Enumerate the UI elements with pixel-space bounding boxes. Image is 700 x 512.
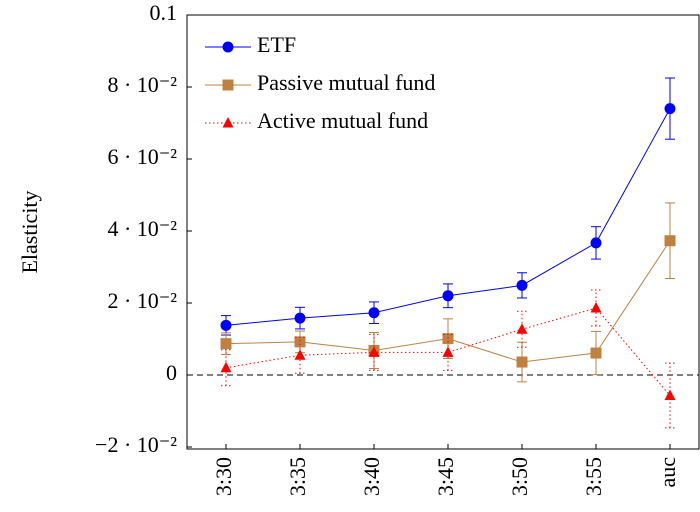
y-tick-label: 0.1 <box>150 0 178 25</box>
point <box>590 237 602 249</box>
error-bar <box>369 333 379 371</box>
point <box>442 290 454 302</box>
x-tick-label: 3:45 <box>433 457 458 496</box>
error-bar <box>221 349 231 387</box>
error-bar <box>295 336 305 374</box>
y-tick-label: −2 · 10⁻² <box>95 432 177 457</box>
x-tick-label: auc <box>655 457 680 488</box>
point <box>368 346 380 357</box>
y-tick-label: 6 · 10⁻² <box>107 144 177 169</box>
point <box>220 319 232 331</box>
error-bar <box>591 289 601 327</box>
error-bar <box>443 333 453 371</box>
legend-entry: ETF <box>205 32 296 57</box>
series <box>220 77 676 336</box>
point <box>590 302 602 313</box>
point <box>516 279 528 291</box>
point <box>664 103 676 115</box>
legend-label: ETF <box>257 32 296 57</box>
point <box>294 336 306 348</box>
point <box>222 79 234 91</box>
x-tick-label: 3:40 <box>359 457 384 496</box>
legend-entry: Active mutual fund <box>205 108 428 133</box>
point <box>222 117 234 128</box>
point <box>664 389 676 401</box>
point <box>442 333 454 345</box>
point <box>220 338 232 350</box>
y-tick-label: 4 · 10⁻² <box>107 216 177 241</box>
legend-label: Passive mutual fund <box>257 70 435 95</box>
point <box>664 235 676 247</box>
x-tick-label: 3:55 <box>581 457 606 496</box>
plot-frame <box>186 14 700 450</box>
point <box>294 312 306 324</box>
error-bar <box>517 310 527 348</box>
point <box>516 356 528 368</box>
point <box>222 41 234 53</box>
point <box>220 361 232 373</box>
y-axis-label: Elasticity <box>17 190 42 273</box>
legend-entry: Passive mutual fund <box>205 70 435 95</box>
point <box>368 307 380 319</box>
x-tick-label: 3:35 <box>285 457 310 496</box>
x-tick-label: 3:50 <box>507 457 532 496</box>
y-tick-label: 0 <box>166 360 177 385</box>
point <box>294 349 306 360</box>
x-tick-label: 3:30 <box>211 457 236 496</box>
legend-label: Active mutual fund <box>257 108 428 133</box>
y-tick-label: 2 · 10⁻² <box>107 288 177 313</box>
series <box>220 289 676 429</box>
point <box>442 346 454 357</box>
point <box>516 323 528 334</box>
y-tick-label: 8 · 10⁻² <box>107 72 177 97</box>
point <box>590 347 602 359</box>
